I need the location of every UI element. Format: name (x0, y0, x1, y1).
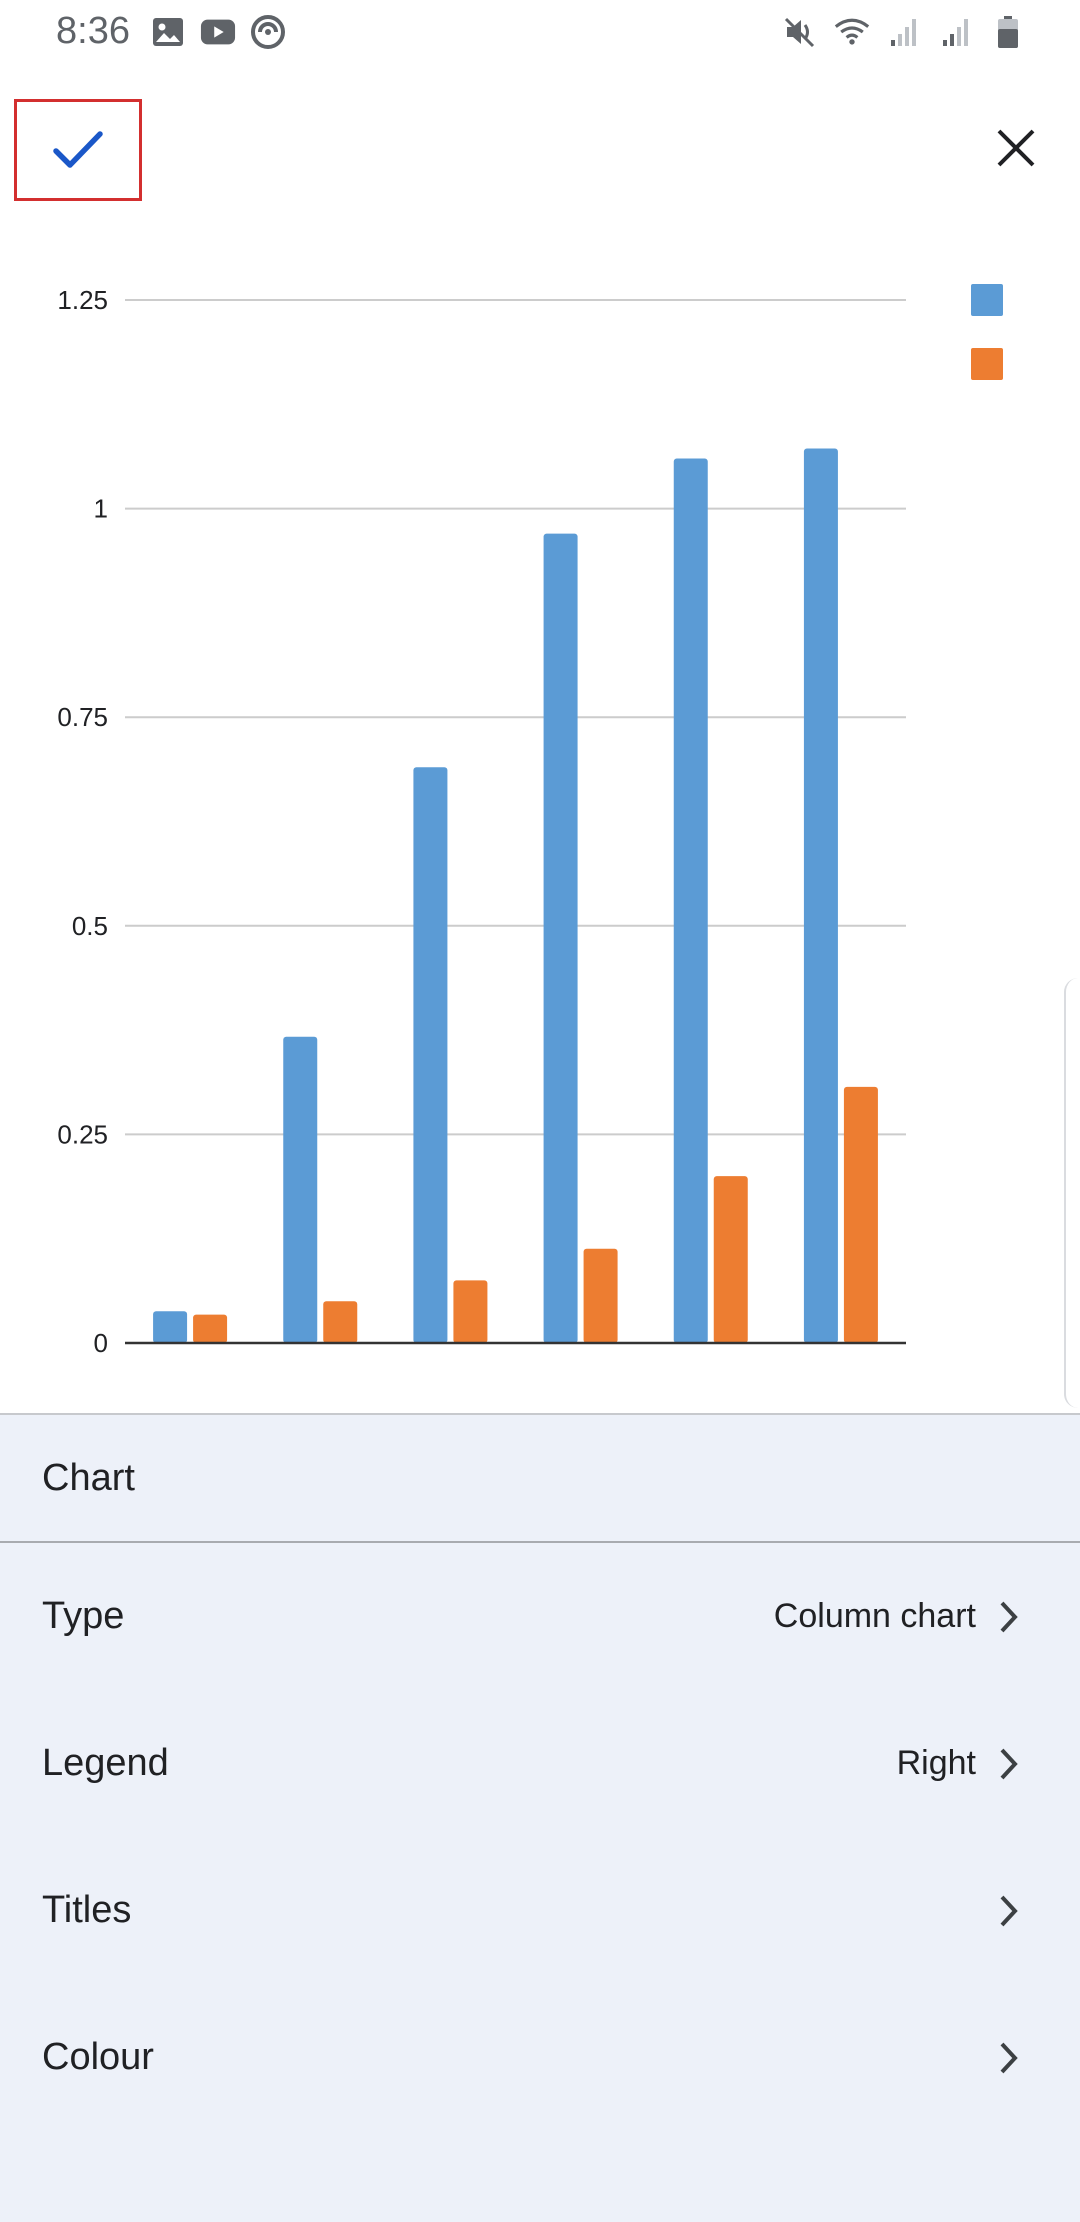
section-header-chart: Chart (0, 1415, 1080, 1543)
setting-right: Right (897, 1744, 1024, 1784)
setting-right (976, 2038, 1024, 2078)
wifi-icon (834, 14, 870, 50)
setting-label: Type (42, 1595, 125, 1637)
bar-series-1 (803, 448, 838, 1343)
setting-row-colour[interactable]: Colour (0, 1984, 1080, 2131)
bar-series-1 (413, 767, 448, 1343)
bar-series-2 (843, 1086, 878, 1343)
confirm-button[interactable] (14, 99, 142, 201)
y-tick-label: 0.25 (57, 1119, 108, 1149)
bar-series-2 (583, 1248, 618, 1343)
y-tick-label: 1 (94, 494, 108, 524)
bar-series-1 (153, 1311, 188, 1343)
chevron-right-icon (994, 1744, 1024, 1784)
gallery-icon (150, 14, 186, 50)
setting-right: Column chart (774, 1597, 1024, 1637)
setting-right (976, 1891, 1024, 1931)
legend-swatch-1 (971, 284, 1003, 316)
setting-label: Colour (42, 2036, 154, 2078)
setting-value: Right (896, 1744, 976, 1782)
signal-icon (886, 14, 922, 50)
setting-row-legend[interactable]: Legend Right (0, 1690, 1080, 1837)
legend-swatch-2 (971, 348, 1003, 380)
setting-row-type[interactable]: Type Column chart (0, 1543, 1080, 1690)
bar-series-2 (193, 1314, 228, 1343)
battery-icon (990, 14, 1026, 50)
y-tick-label: 0.5 (72, 911, 108, 941)
y-tick-label: 0 (94, 1328, 108, 1358)
youtube-icon (200, 14, 236, 50)
bar-series-1 (673, 458, 708, 1343)
column-chart: 0 0.25 0.5 0.75 1 1.25 (57, 284, 1003, 1358)
setting-row-titles[interactable]: Titles (0, 1837, 1080, 1984)
close-button[interactable] (980, 112, 1052, 184)
side-panel-handle[interactable] (1064, 978, 1080, 1408)
chevron-right-icon (994, 2038, 1024, 2078)
bar-series-2 (713, 1176, 748, 1343)
status-icons-left (150, 14, 286, 50)
chevron-right-icon (994, 1597, 1024, 1637)
status-time: 8:36 (56, 10, 130, 52)
status-icons-right (782, 14, 1026, 50)
bar-series-2 (453, 1280, 488, 1343)
sync-app-icon (250, 14, 286, 50)
y-tick-label: 0.75 (57, 702, 108, 732)
check-icon (53, 131, 103, 168)
y-tick-label: 1.25 (57, 285, 108, 315)
chart-settings-panel: Chart Type Column chart Legend Right Tit… (0, 1413, 1080, 2222)
bar-series-1 (283, 1036, 318, 1343)
bar-series-1 (543, 533, 578, 1343)
chevron-right-icon (994, 1891, 1024, 1931)
setting-value: Column chart (773, 1597, 976, 1635)
signal-icon (938, 14, 974, 50)
bar-series-2 (323, 1301, 358, 1343)
chart-preview: 0 0.25 0.5 0.75 1 1.25 (0, 240, 1080, 1410)
setting-label: Titles (42, 1889, 132, 1931)
status-bar: 8:36 (0, 0, 1080, 66)
mute-icon (782, 14, 818, 50)
setting-label: Legend (42, 1742, 169, 1784)
close-icon (997, 129, 1035, 167)
